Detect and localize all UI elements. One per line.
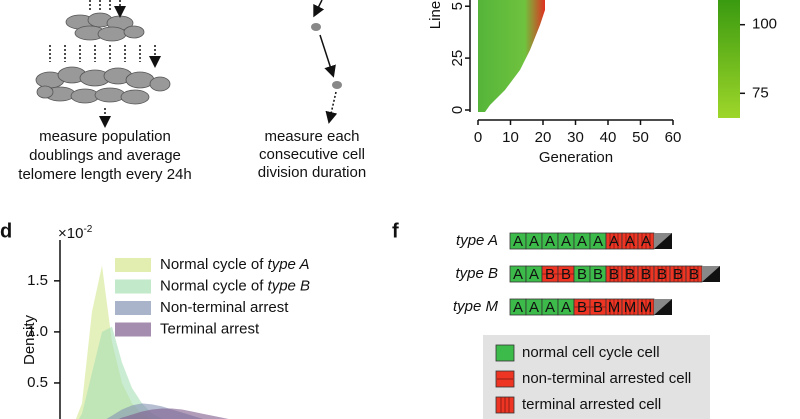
cell-letter: A bbox=[545, 233, 555, 250]
heatmap bbox=[478, 0, 545, 112]
y-tick-label: 1.0 bbox=[27, 323, 48, 340]
end-marker bbox=[654, 233, 672, 249]
cell-letter: M bbox=[624, 299, 637, 316]
legend-swatch bbox=[115, 258, 151, 272]
cell-letter: B bbox=[561, 266, 571, 283]
panel-label: d bbox=[0, 220, 12, 242]
cell-letter: B bbox=[577, 266, 587, 283]
panel-label: f bbox=[392, 220, 399, 242]
legend-name: Normal cycle of bbox=[160, 256, 268, 273]
y-tick-label: 0.5 bbox=[27, 374, 48, 391]
cell-letter: A bbox=[593, 233, 603, 250]
cell-letter: A bbox=[513, 266, 523, 283]
cell-clusters bbox=[35, 12, 171, 105]
colorbar-tick-label: 75 bbox=[752, 84, 769, 101]
y-axis-label: Density bbox=[21, 314, 38, 365]
density-area bbox=[118, 408, 229, 419]
exponent-power: -2 bbox=[83, 224, 92, 235]
cell-letter: A bbox=[529, 299, 539, 316]
cell-letter: A bbox=[641, 233, 651, 250]
x-axis-label: Generation bbox=[539, 149, 613, 166]
cell-letter: B bbox=[609, 266, 619, 283]
cell-letter: B bbox=[657, 266, 667, 283]
cell-letter: B bbox=[673, 266, 683, 283]
cell-letter: B bbox=[577, 299, 587, 316]
exponent-base: ×10 bbox=[58, 225, 83, 242]
cell-letter: B bbox=[641, 266, 651, 283]
cell-letter: A bbox=[625, 233, 635, 250]
legend-label: Normal cycle of type A bbox=[160, 256, 310, 273]
cell-letter: B bbox=[625, 266, 635, 283]
cell-letter: A bbox=[513, 299, 523, 316]
y-axis-label: Line bbox=[427, 1, 444, 29]
cell bbox=[332, 81, 342, 89]
y-tick-label: 1.5 bbox=[27, 272, 48, 289]
legend-name: Terminal arrest bbox=[160, 320, 260, 337]
colorbar-tick-label: 100 bbox=[752, 16, 777, 33]
caption: division duration bbox=[258, 164, 366, 181]
x-tick-label: 10 bbox=[502, 129, 519, 146]
cell-letter: A bbox=[529, 233, 539, 250]
legend-label: Non-terminal arrest bbox=[160, 299, 289, 316]
legend-name-italic: type B bbox=[268, 277, 311, 294]
x-tick-label: 60 bbox=[665, 129, 682, 146]
y-tick-label: 25 bbox=[449, 50, 466, 67]
cell-letter: A bbox=[577, 233, 587, 250]
end-marker bbox=[702, 266, 720, 282]
cell-letter: A bbox=[529, 266, 539, 283]
x-tick-label: 20 bbox=[535, 129, 552, 146]
cell-letter: M bbox=[608, 299, 621, 316]
cell-letter: A bbox=[545, 299, 555, 316]
caption: consecutive cell bbox=[259, 146, 365, 163]
legend-label: Normal cycle of type B bbox=[160, 277, 310, 294]
legend-swatch bbox=[115, 301, 151, 315]
cell-letter: B bbox=[689, 266, 699, 283]
caption: doublings and average bbox=[29, 147, 181, 164]
legend-name: Non-terminal arrest bbox=[160, 299, 289, 316]
caption: measure each bbox=[264, 128, 359, 145]
legend-label: Terminal arrest bbox=[160, 320, 260, 337]
cell-letter: A bbox=[561, 299, 571, 316]
end-marker bbox=[654, 299, 672, 315]
y-tick-label: 0 bbox=[449, 106, 466, 114]
cell-letter: A bbox=[513, 233, 523, 250]
arrows bbox=[49, 0, 338, 128]
row-label: type A bbox=[456, 232, 498, 249]
legend-swatch bbox=[495, 344, 515, 362]
cell-letter: B bbox=[545, 266, 555, 283]
legend-label: normal cell cycle cell bbox=[522, 344, 660, 361]
cell bbox=[311, 23, 321, 31]
legend-swatch bbox=[115, 279, 151, 294]
colorbar bbox=[718, 0, 740, 118]
legend-box bbox=[483, 335, 710, 419]
x-tick-label: 30 bbox=[567, 129, 584, 146]
row-label: type M bbox=[453, 298, 499, 315]
legend-name-italic: type A bbox=[268, 256, 310, 273]
legend-label: terminal arrested cell bbox=[522, 396, 661, 413]
x-tick-label: 50 bbox=[632, 129, 649, 146]
x-tick-label: 40 bbox=[600, 129, 617, 146]
row-label: type B bbox=[455, 265, 498, 282]
cell-letter: B bbox=[593, 266, 603, 283]
legend-label: non-terminal arrested cell bbox=[522, 370, 691, 387]
caption: measure population bbox=[39, 128, 171, 145]
cell-letter: M bbox=[640, 299, 653, 316]
y-tick-label: 5 bbox=[449, 2, 466, 10]
cell-letter: A bbox=[561, 233, 571, 250]
cell-letter: A bbox=[609, 233, 619, 250]
legend-name: Normal cycle of bbox=[160, 277, 268, 294]
cell-letter: B bbox=[593, 299, 603, 316]
density-area bbox=[78, 326, 164, 419]
legend-swatch bbox=[115, 322, 151, 337]
x-tick-label: 0 bbox=[474, 129, 482, 146]
exponent: ×10-2 bbox=[58, 224, 93, 242]
caption: telomere length every 24h bbox=[18, 166, 191, 183]
